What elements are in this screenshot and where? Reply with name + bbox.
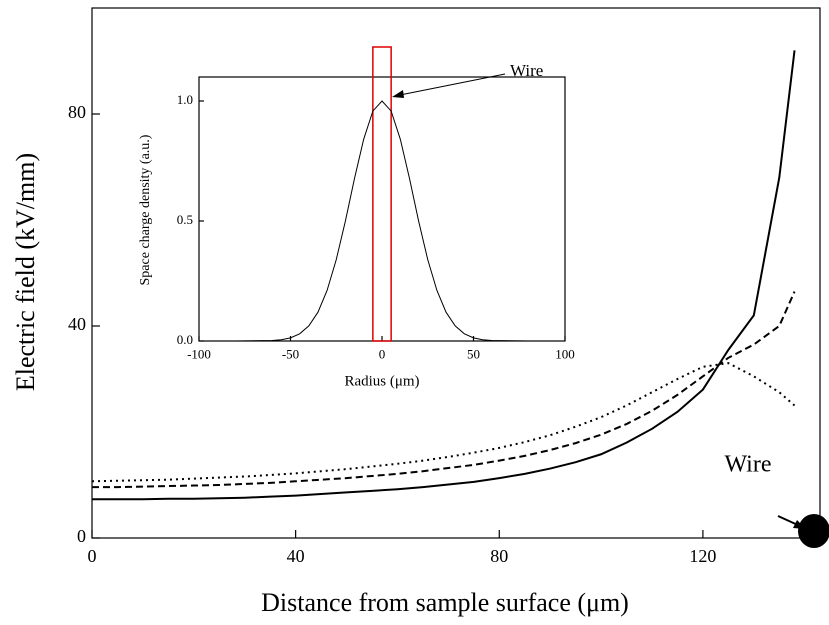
inset-x-tick-label: 0	[379, 346, 386, 361]
inset-wire-arrowhead	[392, 90, 404, 98]
inset-plot-frame	[198, 76, 566, 342]
inset-x-tick-label: -50	[282, 346, 299, 361]
main-plot-frame	[91, 7, 821, 539]
wire-box	[372, 46, 392, 342]
y-axis-title: Electric field (kV/mm)	[11, 153, 40, 391]
inset-x-tick-label: 50	[467, 346, 480, 361]
main-x-tick-label: 0	[88, 546, 97, 566]
inset-y-tick-label: 1.0	[177, 92, 193, 107]
x-axis-title: Distance from sample surface (μm)	[261, 588, 629, 617]
inset-wire-label: Wire	[510, 61, 543, 80]
main-series-line	[92, 50, 796, 501]
main-series-line	[92, 291, 796, 489]
main-x-tick-label: 120	[689, 546, 716, 566]
wire-label: Wire	[724, 452, 771, 478]
main-y-tick-label: 0	[77, 526, 86, 546]
main-x-tick-label: 80	[490, 546, 508, 566]
inset-x-tick-label: -100	[187, 346, 211, 361]
main-y-tick-label: 80	[68, 102, 86, 122]
wire-cross-section	[798, 514, 829, 548]
inset-wire-arrow	[399, 73, 506, 96]
inset-x-tick-label: 100	[555, 346, 575, 361]
inset-y-tick-label: 0.0	[177, 332, 193, 347]
main-x-tick-label: 40	[287, 546, 305, 566]
inset-series-line	[199, 100, 565, 342]
inset-y-tick-label: 0.5	[177, 212, 193, 227]
main-y-tick-label: 40	[68, 314, 86, 334]
inset-y-axis-title: Space charge density (a.u.)	[138, 134, 153, 285]
inset-x-axis-title: Radius (μm)	[344, 373, 419, 389]
main-series-line	[91, 362, 796, 483]
